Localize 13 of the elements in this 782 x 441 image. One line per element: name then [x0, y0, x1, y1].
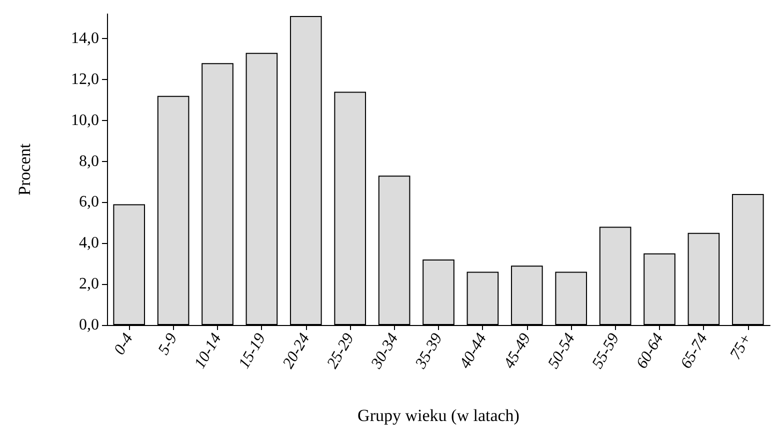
- y-tick-label: 4,0: [79, 234, 99, 252]
- x-tick-label: 75+: [727, 330, 756, 362]
- x-tick-label: 0-4: [111, 330, 136, 358]
- y-tick-label: 10,0: [71, 112, 99, 129]
- y-tick-label: 0,0: [79, 316, 99, 334]
- x-axis-title: Grupy wieku (w latach): [358, 406, 520, 425]
- y-tick-label: 6,0: [79, 194, 99, 211]
- y-axis-title: Procent: [15, 143, 34, 196]
- x-tick-label: 5-9: [155, 330, 181, 358]
- y-tick-label: 2,0: [79, 276, 99, 293]
- y-tick-label: 14,0: [71, 30, 99, 48]
- y-tick-label: 12,0: [71, 70, 99, 88]
- y-tick-label: 8,0: [79, 152, 99, 170]
